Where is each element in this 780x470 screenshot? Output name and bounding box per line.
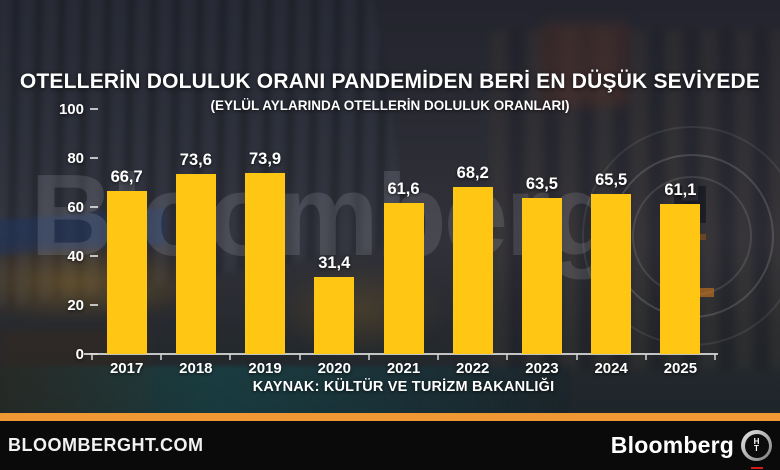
bar-2021	[383, 203, 424, 354]
x-axis-label: 2022	[456, 360, 490, 377]
bar-chart-plot-area: 66,7 2017 73,6 2018 73,9 2019 31,4 2020 61,6 2021…	[84, 109, 718, 377]
x-axis-tick-mark	[298, 354, 301, 360]
y-axis-tick-mark	[90, 304, 98, 306]
y-axis-tick-mark	[90, 108, 98, 110]
x-axis-label: 2025	[663, 360, 698, 377]
x-axis-label: 2020	[317, 360, 351, 377]
chart-subtitle: (EYLÜL AYLARINDA OTELLERİN DOLULUK ORANL…	[210, 98, 570, 113]
chart-title: OTELLERİN DOLULUK ORANI PANDEMİDEN BERİ …	[19, 70, 761, 93]
y-axis-label: 100	[58, 100, 84, 118]
x-axis-tick-mark	[367, 354, 370, 360]
bloomberg-wordmark: Bloomberg	[610, 432, 734, 458]
bar-2022	[452, 186, 493, 354]
footer-stripe	[0, 413, 780, 421]
bar-value-label: 73,6	[179, 150, 212, 169]
bar-2020	[314, 277, 355, 354]
y-axis-tick-mark	[90, 206, 98, 208]
x-axis-label: 2019	[248, 360, 282, 377]
x-axis-tick-mark	[160, 354, 163, 360]
x-axis-tick-mark	[644, 354, 647, 360]
bar-2019	[245, 172, 286, 354]
footer-brand-lockup: Bloomberg H T	[610, 430, 772, 469]
bar-value-label: 68,2	[456, 163, 489, 182]
x-axis-label: 2018	[179, 360, 213, 377]
x-axis-tick-mark	[506, 354, 509, 360]
bar-2018	[175, 173, 216, 354]
footer-website-url: BLOOMBERGHT.COM	[8, 435, 204, 455]
bar-value-label: 61,6	[387, 180, 420, 199]
y-axis-tick-row: 20	[36, 296, 98, 314]
bar-value-label: 65,5	[595, 170, 628, 189]
bar-2025	[660, 204, 701, 354]
x-axis-tick-mark	[91, 354, 93, 360]
y-axis-label: 40	[67, 247, 84, 265]
x-axis-line	[84, 353, 718, 355]
x-axis-label: 2023	[525, 360, 559, 377]
bar-2024	[591, 193, 632, 354]
bar-2023	[521, 198, 562, 354]
y-axis-tick-row: 80	[36, 149, 98, 167]
background-tower	[540, 22, 630, 107]
x-axis-tick-mark	[229, 354, 232, 360]
ht-coin-logo-icon: H T	[741, 430, 772, 469]
bar-value-label: 63,5	[525, 175, 558, 194]
y-axis-tick-row: 40	[36, 247, 98, 265]
bar-value-label: 61,1	[664, 181, 697, 200]
bar-2017	[106, 190, 147, 354]
ht-coin-logo-inner: H T	[744, 433, 769, 469]
ht-coin-t-letter: T	[754, 443, 759, 453]
y-axis-tick-row: 100	[36, 100, 98, 118]
y-axis-tick-mark	[90, 255, 98, 257]
bar-value-label: 73,9	[248, 149, 282, 168]
bar-value-label: 66,7	[110, 167, 143, 186]
x-axis-tick-mark	[575, 354, 578, 360]
x-axis-tick-mark	[714, 354, 716, 360]
source-note: KAYNAK: KÜLTÜR VE TURİZM BAKANLIĞI	[252, 379, 555, 395]
bar-value-label: 31,4	[318, 254, 351, 273]
x-axis-tick-mark	[437, 354, 440, 360]
y-axis-tick-row: 60	[36, 198, 98, 216]
ht-coin-h-letter: H	[753, 436, 760, 446]
y-axis-label: 60	[67, 198, 84, 216]
y-axis-label: 0	[75, 345, 84, 363]
x-axis-label: 2024	[594, 360, 628, 377]
footer-bar: BLOOMBERGHT.COM Bloomberg H T	[0, 421, 780, 470]
y-axis-label: 80	[67, 149, 84, 167]
y-axis-tick-mark	[90, 157, 98, 159]
x-axis-label: 2021	[386, 360, 421, 377]
x-axis-label: 2017	[109, 360, 144, 377]
ht-coin-divider	[750, 467, 763, 469]
y-axis-label: 20	[67, 296, 84, 314]
